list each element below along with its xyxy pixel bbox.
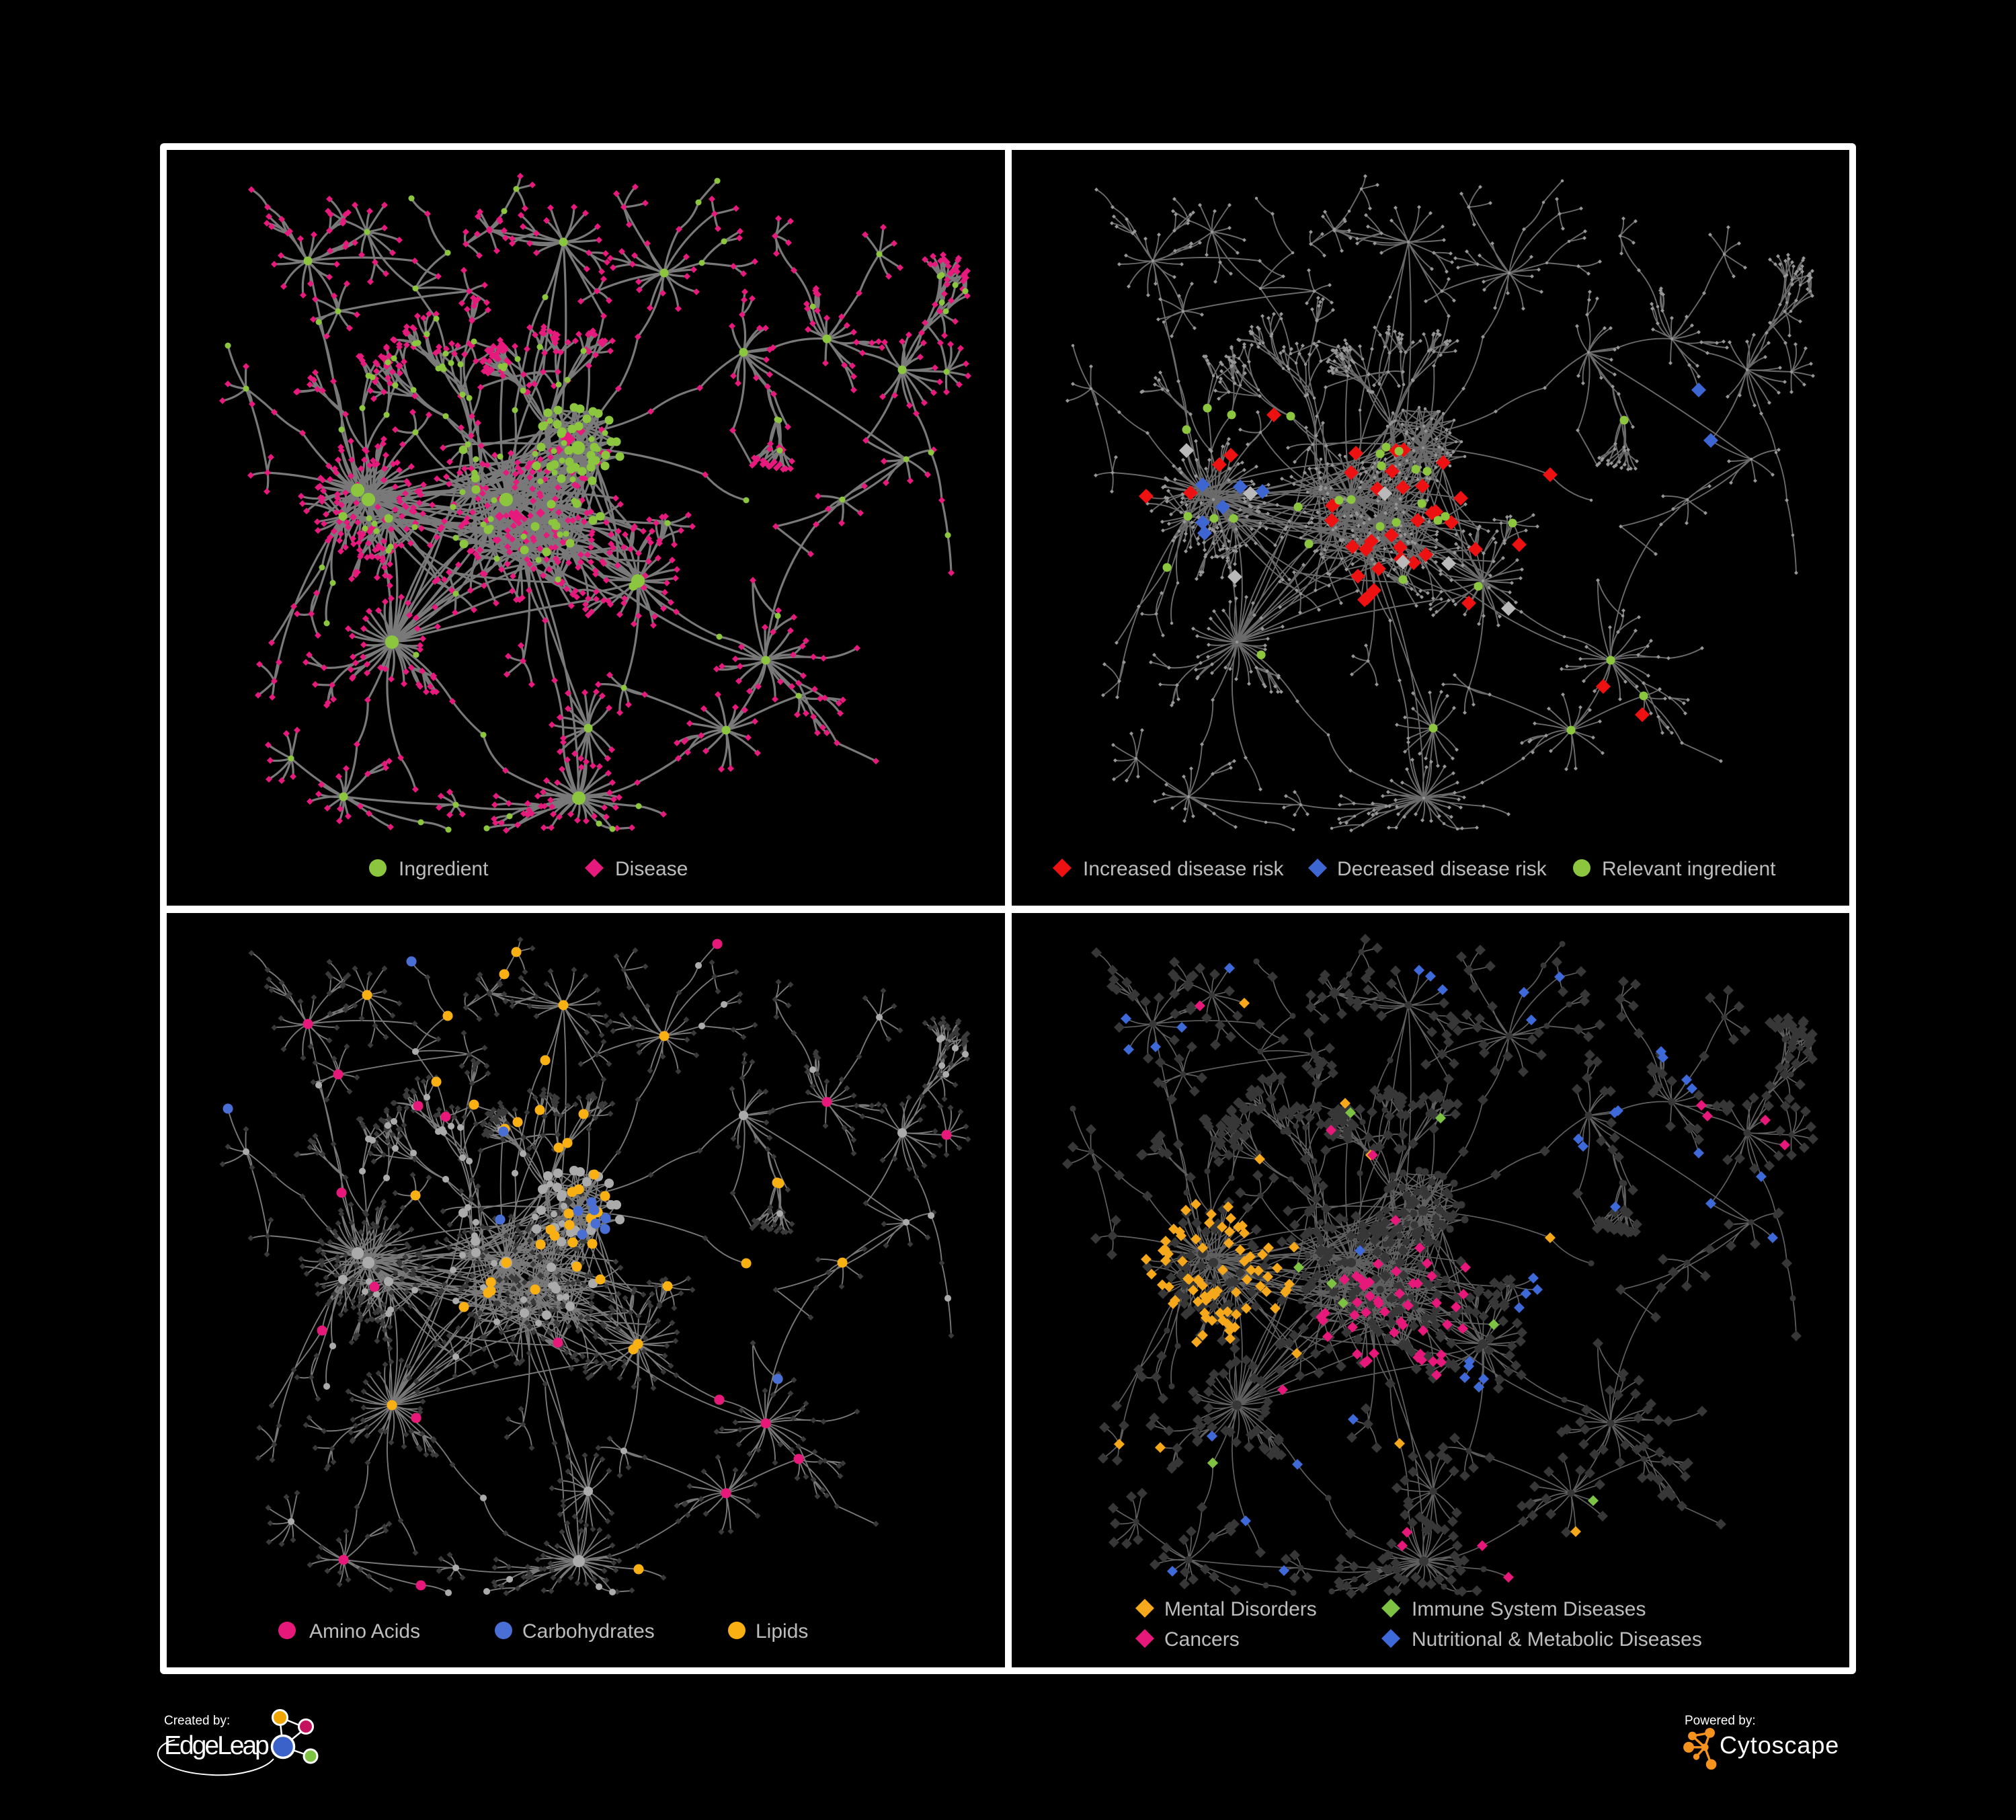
svg-text:Mental Disorders: Mental Disorders [1164,1598,1317,1620]
svg-text:Powered by:: Powered by: [1685,1714,1756,1728]
svg-text:Decreased disease risk: Decreased disease risk [1337,858,1547,880]
svg-text:Nutritional & Metabolic Diseas: Nutritional & Metabolic Diseases [1412,1628,1702,1651]
svg-text:Amino Acids: Amino Acids [309,1620,420,1643]
svg-text:EdgeLeap: EdgeLeap [164,1731,269,1760]
svg-text:Cancers: Cancers [1164,1628,1240,1651]
svg-text:Cytoscape: Cytoscape [1720,1731,1839,1759]
svg-text:Lipids: Lipids [756,1620,808,1643]
svg-text:Created by:: Created by: [164,1714,230,1728]
svg-text:Carbohydrates: Carbohydrates [522,1620,655,1643]
svg-text:Disease: Disease [615,858,688,880]
svg-text:Increased disease risk: Increased disease risk [1083,858,1284,880]
svg-text:Immune System Diseases: Immune System Diseases [1412,1598,1646,1620]
svg-text:Relevant ingredient: Relevant ingredient [1602,858,1776,880]
svg-text:Ingredient: Ingredient [399,858,489,880]
